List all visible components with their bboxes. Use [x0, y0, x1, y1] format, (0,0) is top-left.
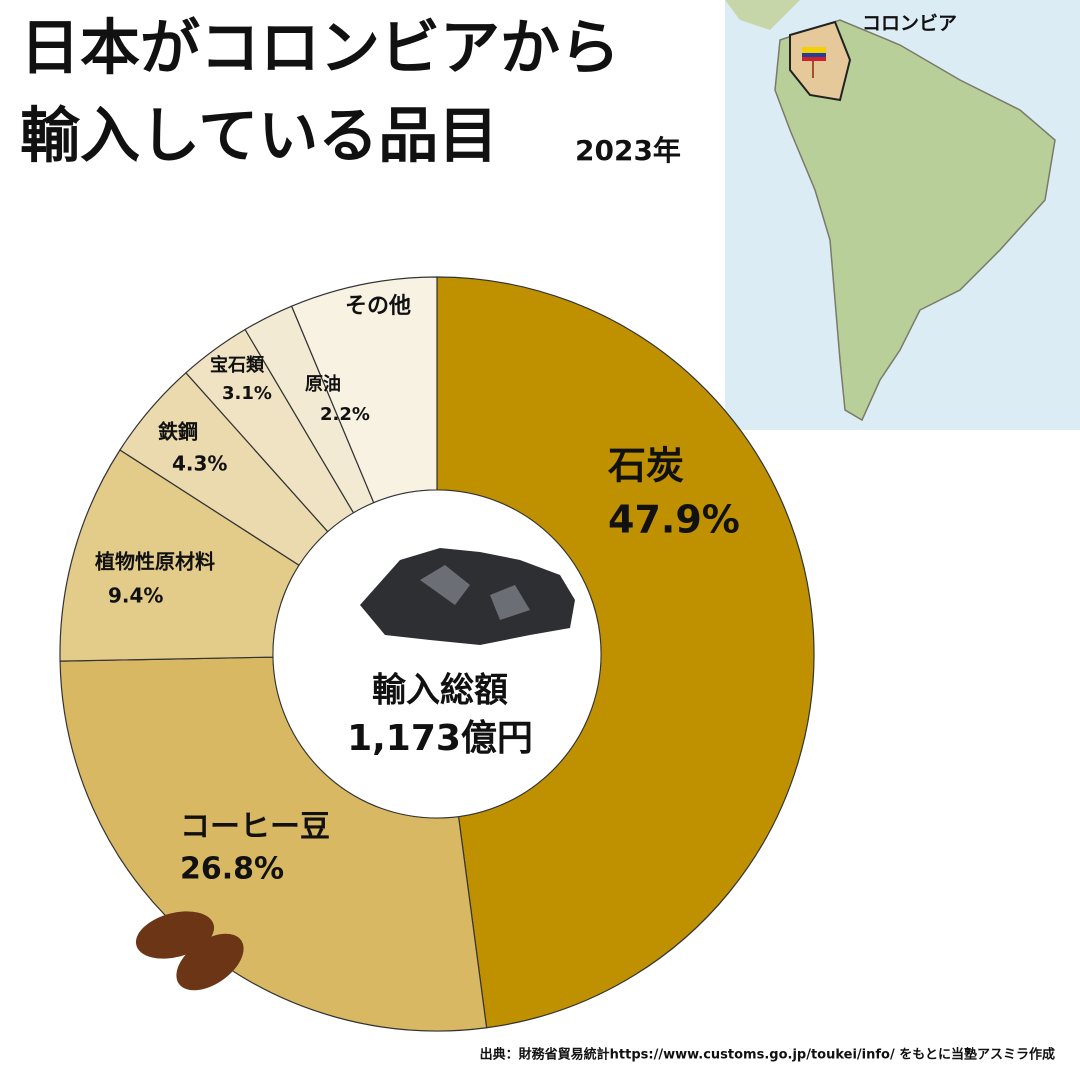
segment-label: 原油 [305, 373, 341, 395]
source: 出典：財務省貿易統計https://www.customs.go.jp/touk… [480, 1047, 1055, 1063]
coal-icon [360, 548, 575, 645]
donut-hole [272, 489, 602, 819]
map-north [725, 0, 800, 30]
map: コロンビア [725, 0, 1080, 430]
map-label: コロンビア [862, 13, 957, 35]
segment-label: 鉄鋼 [158, 420, 198, 444]
segment-label: その他 [345, 294, 411, 319]
value-label: 47.9% [608, 498, 740, 542]
value-label: 3.1% [222, 383, 272, 404]
value-label: 4.3% [172, 452, 227, 476]
coal-shine [420, 565, 530, 620]
flag-red [802, 57, 826, 61]
subtitle: 2023年 [575, 134, 681, 167]
center-label: 輸入総額 [372, 671, 508, 711]
title-line: 輸入している品目 [20, 102, 498, 172]
bean [176, 933, 244, 991]
donut [59, 276, 815, 1032]
value-label: 9.4% [108, 584, 163, 608]
segment-label: 宝石類 [210, 354, 265, 376]
value-label: 2.2% [320, 404, 370, 425]
segment-label: 植物性原材料 [95, 550, 215, 574]
map-continent [774, 19, 1056, 422]
value-label: 26.8% [180, 852, 284, 887]
flag-blue [802, 53, 826, 57]
coffee-beans [135, 911, 244, 991]
title-line: 日本がコロンビアから [20, 14, 620, 84]
segment-label: 石炭 [608, 444, 684, 488]
flag-yellow [802, 47, 826, 53]
segment-label: コーヒー豆 [180, 810, 330, 845]
center-value: 1,173億円 [347, 718, 533, 759]
coal [360, 548, 575, 645]
